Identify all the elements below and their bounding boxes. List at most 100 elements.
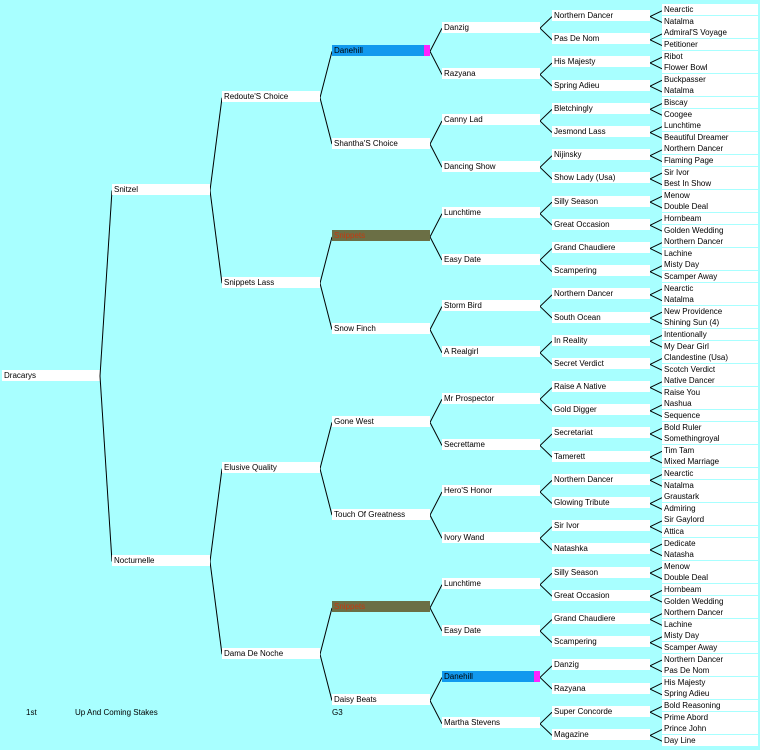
ancestor-gen6-13: Northern Dancer (662, 143, 758, 154)
connector-line (99, 190, 113, 377)
ancestor-gen6-35: Nashua (662, 398, 758, 409)
connector-line (649, 427, 663, 435)
ancestor-gen4-7: Storm Bird (442, 300, 540, 311)
connector-line (429, 514, 443, 539)
connector-line (539, 352, 553, 365)
ancestor-gen6-14: Flaming Page (662, 155, 758, 166)
connector-line (649, 381, 663, 389)
ancestor-gen6-55: Misty Day (662, 630, 758, 641)
connector-line (209, 97, 223, 191)
connector-line (649, 497, 663, 504)
connector-line (539, 74, 553, 87)
connector-line (649, 549, 663, 557)
ancestor-gen6-43: Graustark (662, 491, 758, 502)
connector-line (649, 195, 663, 203)
connector-line (649, 590, 663, 597)
ancestor-gen6-23: Misty Day (662, 259, 758, 270)
ancestor-gen6-5: Ribot (662, 51, 758, 62)
ancestor-gen6-19: Hornbeam (662, 213, 758, 224)
ancestor-gen6-32: Scotch Verdict (662, 364, 758, 375)
ancestor-gen5-1: Northern Dancer (552, 10, 650, 21)
connector-line (649, 126, 663, 133)
connector-line (209, 468, 223, 562)
ancestor-gen3-3: Snippets (332, 230, 430, 241)
connector-line (319, 422, 333, 469)
ancestor-gen4-13: Lunchtime (442, 578, 540, 589)
connector-line (429, 329, 443, 354)
connector-line (649, 619, 663, 626)
ancestor-gen6-34: Raise You (662, 387, 758, 398)
ancestor-gen5-11: Grand Chaudiere (552, 242, 650, 253)
ancestor-gen5-19: Secretariat (552, 427, 650, 438)
ancestor-gen3-7: Snippets (332, 601, 430, 612)
connector-line (649, 271, 663, 278)
ancestor-gen5-12: Scampering (552, 265, 650, 276)
ancestor-gen5-25: Silly Season (552, 567, 650, 578)
connector-line (649, 358, 663, 365)
connector-line (539, 665, 553, 678)
ancestor-gen2-1: Redoute'S Choice (222, 91, 320, 102)
ancestor-gen6-3: Admiral'S Voyage (662, 27, 758, 38)
ancestor-gen4-15: Danehill (442, 671, 540, 682)
connector-line (649, 248, 663, 255)
connector-line (429, 51, 443, 75)
connector-line (429, 584, 443, 609)
ancestor-gen6-51: Hornbeam (662, 584, 758, 595)
ancestor-gen6-57: Northern Dancer (662, 654, 758, 665)
connector-line (319, 236, 333, 284)
connector-line (539, 584, 553, 597)
connector-line (649, 682, 663, 690)
connector-line (539, 201, 553, 215)
connector-line (539, 572, 553, 586)
ancestor-gen5-20: Tamerett (552, 451, 650, 462)
connector-line (539, 62, 553, 75)
ancestor-gen3-1: Danehill (332, 45, 430, 56)
connector-line (539, 120, 553, 133)
connector-line (649, 219, 663, 226)
connector-line (539, 306, 553, 319)
ancestor-gen6-45: Sir Gaylord (662, 514, 758, 525)
ancestor-gen2-3: Elusive Quality (222, 462, 320, 473)
connector-line (539, 387, 553, 400)
ancestor-gen6-56: Scamper Away (662, 642, 758, 653)
ancestor-gen6-49: Menow (662, 561, 758, 572)
ancestor-gen6-62: Prime Abord (662, 712, 758, 723)
ancestor-gen6-12: Beautiful Dreamer (662, 132, 758, 143)
ancestor-gen6-7: Buckpasser (662, 74, 758, 85)
ancestor-gen5-13: Northern Dancer (552, 288, 650, 299)
connector-line (429, 143, 443, 168)
ancestor-gen5-3: His Majesty (552, 56, 650, 67)
ancestor-gen6-54: Lachine (662, 619, 758, 630)
connector-line (209, 561, 223, 655)
connector-line (649, 665, 663, 673)
ancestor-gen6-59: His Majesty (662, 677, 758, 688)
connector-line (649, 108, 663, 116)
ancestor-gen5-18: Gold Digger (552, 404, 650, 415)
root-horse: Dracarys (2, 370, 100, 381)
connector-line (319, 607, 333, 655)
connector-line (649, 62, 663, 70)
connector-line (539, 491, 553, 504)
ancestor-gen6-64: Day Line (662, 735, 758, 746)
ancestor-gen3-4: Snow Finch (332, 323, 430, 334)
connector-line (649, 317, 663, 325)
ancestor-gen6-60: Spring Adieu (662, 688, 758, 699)
connector-line (539, 213, 553, 226)
connector-line (649, 224, 663, 232)
ancestor-gen5-23: Sir Ivor (552, 520, 650, 531)
ancestor-gen6-28: Shining Sun (4) (662, 317, 758, 328)
ancestor-gen6-48: Natasha (662, 549, 758, 560)
ancestor-gen6-25: Nearctic (662, 283, 758, 294)
ancestor-gen6-31: Clandestine (Usa) (662, 352, 758, 363)
ancestor-gen6-38: Somethingroyal (662, 433, 758, 444)
ancestor-gen5-28: Scampering (552, 636, 650, 647)
ancestor-gen6-44: Admiring (662, 503, 758, 514)
connector-line (649, 711, 663, 719)
connector-line (539, 340, 553, 354)
ancestor-gen6-47: Dedicate (662, 538, 758, 549)
ancestor-gen5-6: Jesmond Lass (552, 126, 650, 137)
ancestor-gen6-50: Double Deal (662, 572, 758, 583)
connector-line (539, 166, 553, 180)
ancestor-gen4-5: Lunchtime (442, 207, 540, 218)
ancestor-gen6-52: Golden Wedding (662, 596, 758, 607)
